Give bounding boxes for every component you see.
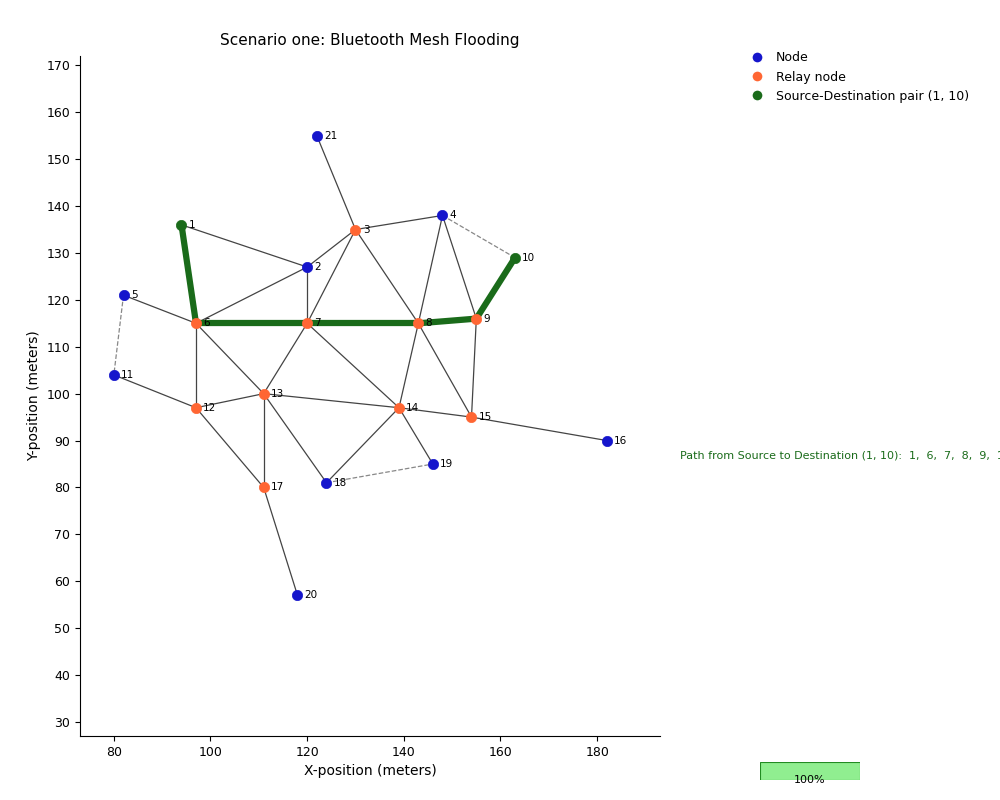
Point: [299, 261, 315, 274]
Point: [318, 476, 334, 489]
Point: [173, 218, 189, 231]
Text: 11: 11: [121, 370, 134, 380]
Point: [188, 317, 204, 330]
Point: [410, 317, 426, 330]
Text: 16: 16: [614, 435, 627, 446]
Text: 4: 4: [450, 210, 456, 221]
Text: 7: 7: [314, 318, 321, 328]
Legend: Node, Relay node, Source-Destination pair (1, 10): Node, Relay node, Source-Destination pai…: [739, 46, 974, 108]
Title: Scenario one: Bluetooth Mesh Flooding: Scenario one: Bluetooth Mesh Flooding: [220, 33, 520, 48]
Y-axis label: Y-position (meters): Y-position (meters): [27, 330, 41, 462]
Point: [115, 289, 132, 302]
Text: 15: 15: [479, 412, 492, 422]
Text: 1: 1: [189, 220, 195, 230]
Text: 20: 20: [305, 590, 318, 600]
Point: [106, 369, 122, 382]
Text: 12: 12: [203, 402, 216, 413]
Point: [256, 387, 272, 400]
Text: 14: 14: [406, 402, 419, 413]
Point: [391, 402, 407, 414]
Text: 17: 17: [271, 482, 284, 493]
X-axis label: X-position (meters): X-position (meters): [304, 764, 436, 778]
Text: 8: 8: [426, 318, 432, 328]
Point: [425, 458, 441, 470]
Text: 10: 10: [522, 253, 535, 262]
Point: [599, 434, 615, 447]
Point: [434, 209, 450, 222]
Text: 21: 21: [324, 130, 337, 141]
Text: 13: 13: [271, 389, 284, 398]
Point: [299, 317, 315, 330]
Text: 3: 3: [363, 225, 369, 234]
Text: Path from Source to Destination (1, 10):  1,  6,  7,  8,  9,  10: Path from Source to Destination (1, 10):…: [680, 451, 1000, 461]
Text: 100%: 100%: [794, 775, 826, 785]
Point: [507, 251, 523, 264]
Point: [188, 402, 204, 414]
Text: 9: 9: [484, 314, 490, 324]
Point: [347, 223, 363, 236]
Text: 6: 6: [203, 318, 210, 328]
Text: 19: 19: [440, 459, 453, 469]
Point: [309, 130, 325, 142]
Text: 2: 2: [314, 262, 321, 272]
Text: 5: 5: [131, 290, 137, 300]
Point: [289, 589, 305, 602]
Point: [463, 410, 479, 423]
Point: [468, 312, 484, 325]
Point: [256, 481, 272, 494]
Text: 18: 18: [334, 478, 347, 488]
